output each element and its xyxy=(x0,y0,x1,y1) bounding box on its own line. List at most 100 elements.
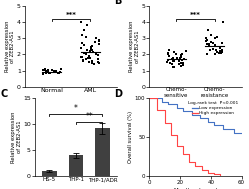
Point xyxy=(46,69,50,72)
Point xyxy=(79,20,83,23)
Point xyxy=(167,49,171,52)
Point xyxy=(94,53,98,56)
Point xyxy=(170,63,174,66)
Point xyxy=(180,53,184,56)
Point xyxy=(46,71,50,74)
Point xyxy=(87,55,91,58)
Point xyxy=(179,55,183,58)
Point xyxy=(97,38,101,41)
Text: **: ** xyxy=(85,112,93,121)
Point xyxy=(171,65,175,68)
Point xyxy=(207,43,211,46)
Point xyxy=(43,67,47,70)
Point xyxy=(213,37,217,40)
Point xyxy=(59,71,62,74)
Point xyxy=(86,56,90,59)
Point xyxy=(211,42,215,45)
Point xyxy=(171,57,175,60)
Point xyxy=(166,51,170,54)
Bar xyxy=(69,155,83,176)
Point xyxy=(54,70,58,73)
Point xyxy=(177,59,181,62)
Point xyxy=(166,58,170,61)
Point xyxy=(88,57,92,60)
Point xyxy=(220,50,224,53)
Point xyxy=(59,68,63,71)
Point xyxy=(87,60,91,63)
Point xyxy=(184,50,187,53)
Point xyxy=(175,56,179,59)
Point xyxy=(84,58,88,61)
Point xyxy=(96,61,100,64)
Point xyxy=(81,59,85,62)
Point xyxy=(221,20,225,23)
Point xyxy=(91,50,95,53)
Point xyxy=(180,59,184,62)
Point xyxy=(180,64,184,67)
Point xyxy=(166,52,170,55)
Point xyxy=(82,51,86,54)
Point xyxy=(80,42,84,45)
Point xyxy=(85,24,89,27)
Point xyxy=(205,38,209,41)
X-axis label: Months elapsed: Months elapsed xyxy=(174,188,217,189)
Y-axis label: Relative expression
of ZEB2-AS1: Relative expression of ZEB2-AS1 xyxy=(4,21,15,72)
Text: B: B xyxy=(114,0,122,6)
Y-axis label: Relative expression
of ZEB2-AS1: Relative expression of ZEB2-AS1 xyxy=(11,111,22,163)
Point xyxy=(208,49,212,52)
Point xyxy=(165,60,169,63)
Point xyxy=(169,62,173,65)
Point xyxy=(220,41,224,44)
Point xyxy=(93,41,97,44)
Point xyxy=(97,40,101,43)
Point xyxy=(215,50,219,53)
Point xyxy=(220,48,224,51)
Point xyxy=(213,45,217,48)
Point xyxy=(218,46,222,49)
Point xyxy=(82,43,86,46)
Point xyxy=(181,64,185,67)
Point xyxy=(90,45,94,48)
Point xyxy=(47,72,51,75)
Point xyxy=(204,40,208,43)
Point xyxy=(172,59,176,62)
Point xyxy=(88,50,92,53)
Point xyxy=(178,57,182,60)
Point xyxy=(172,50,176,53)
Point xyxy=(85,49,89,52)
Point xyxy=(213,52,217,55)
Point xyxy=(167,55,171,58)
Point xyxy=(170,58,174,61)
Point xyxy=(82,44,86,47)
Point xyxy=(90,59,94,62)
Point xyxy=(79,55,83,58)
Point xyxy=(90,48,94,51)
Point xyxy=(92,63,96,66)
Text: C: C xyxy=(0,89,8,99)
Point xyxy=(41,72,45,75)
Point xyxy=(57,71,61,74)
Point xyxy=(207,44,211,47)
Point xyxy=(181,61,185,64)
Point xyxy=(83,52,87,55)
Text: *: * xyxy=(74,104,78,113)
Point xyxy=(214,48,218,51)
Point xyxy=(179,61,183,64)
Point xyxy=(182,57,186,60)
Point xyxy=(41,69,45,72)
Point xyxy=(177,62,181,65)
Point xyxy=(206,29,210,32)
Point xyxy=(94,37,98,40)
Point xyxy=(204,42,208,45)
Point xyxy=(44,71,48,74)
Point xyxy=(80,56,84,59)
Text: ***: *** xyxy=(190,12,201,18)
Point xyxy=(56,72,60,75)
Point xyxy=(52,70,56,74)
Bar xyxy=(42,171,57,176)
Point xyxy=(205,53,209,56)
Bar xyxy=(95,128,110,176)
Point xyxy=(213,43,217,46)
Point xyxy=(43,68,47,71)
Point xyxy=(89,46,93,49)
